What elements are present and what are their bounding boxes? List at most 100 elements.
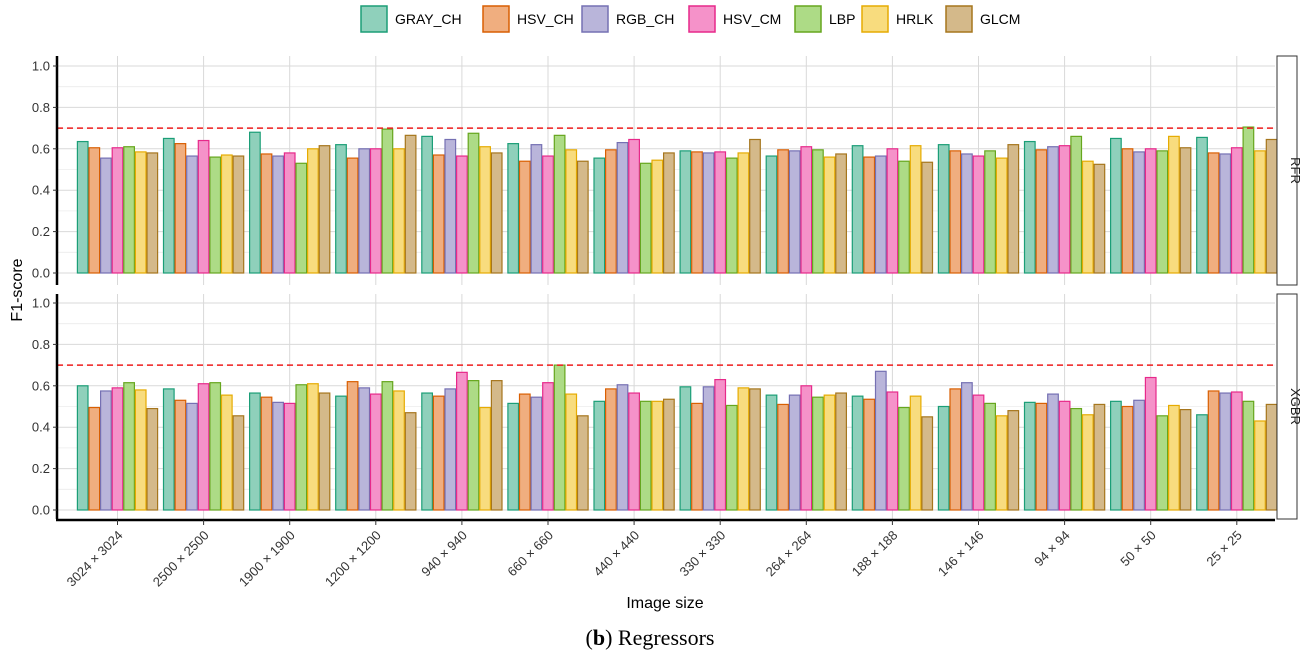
bar-rfr-lbp xyxy=(209,156,222,274)
y-tick-label: 1.0 xyxy=(32,296,50,311)
bar-rfr-hrlk xyxy=(565,149,578,274)
bar-xgbr-hsv_ch xyxy=(174,399,187,511)
legend-label-glcm: GLCM xyxy=(980,11,1020,27)
bar-rfr-lbp xyxy=(123,146,136,274)
bar-xgbr-hsv_cm xyxy=(197,383,210,511)
bar-rfr-hsv_ch xyxy=(1035,149,1048,274)
bar-rfr-hsv_cm xyxy=(886,148,899,274)
bar-xgbr-lbp xyxy=(1242,400,1255,511)
panel-rfr: 0.0 0.2 0.4 0.6 0.8 1.0 RFR xyxy=(32,55,1303,286)
bar-xgbr-gray_ch xyxy=(162,388,175,511)
bar-rfr-hrlk xyxy=(479,146,491,274)
bar-xgbr-gray_ch xyxy=(679,386,692,511)
bar-rfr-hsv_cm xyxy=(542,155,554,274)
bar-rfr-gray_ch xyxy=(1023,140,1036,274)
bar-rfr-rgb_ch xyxy=(702,152,715,274)
facet-strip-rfr xyxy=(1276,55,1298,286)
bar-xgbr-hrlk xyxy=(1167,404,1180,511)
bar-xgbr-lbp xyxy=(381,381,394,511)
bar-xgbr-gray_ch xyxy=(593,400,606,511)
bar-xgbr-hrlk xyxy=(479,406,491,511)
y-tick-label: 0.6 xyxy=(32,141,50,156)
bar-xgbr-hsv_ch xyxy=(432,395,445,511)
bar-rfr-rgb_ch xyxy=(444,138,457,274)
bar-xgbr-lbp xyxy=(209,382,222,511)
bar-rfr-lbp xyxy=(381,128,394,274)
bar-xgbr-glcm xyxy=(232,415,245,511)
bar-rfr-hsv_cm xyxy=(628,138,640,274)
bar-rfr-hsv_ch xyxy=(88,147,101,274)
bar-xgbr-hrlk xyxy=(823,394,836,511)
bar-xgbr-lbp xyxy=(898,406,910,511)
bar-xgbr-hsv_ch xyxy=(346,381,359,511)
bar-xgbr-rgb_ch xyxy=(874,370,887,511)
bar-rfr-hrlk xyxy=(1081,160,1094,274)
bar-xgbr-hsv_cm xyxy=(456,371,468,511)
bar-xgbr-glcm xyxy=(404,412,417,511)
bar-xgbr-rgb_ch xyxy=(272,401,284,511)
bar-rfr-hsv_cm xyxy=(1058,145,1071,274)
y-tick-label: 0.4 xyxy=(32,183,50,198)
x-tick-label: 1900 × 1900 xyxy=(236,528,298,590)
x-tick-label: 188 × 188 xyxy=(849,528,901,580)
bar-xgbr-lbp xyxy=(1070,407,1083,511)
bar-xgbr-gray_ch xyxy=(249,392,261,511)
bar-rfr-glcm xyxy=(1179,147,1192,274)
caption-text: ) Regressors xyxy=(605,625,714,650)
bar-rfr-glcm xyxy=(232,155,245,274)
bar-xgbr-hsv_ch xyxy=(518,393,531,511)
bar-xgbr-glcm xyxy=(662,398,675,511)
bar-xgbr-hsv_cm xyxy=(111,387,124,511)
bar-rfr-hrlk xyxy=(995,157,1008,274)
bar-xgbr-rgb_ch xyxy=(99,390,112,511)
bar-xgbr-lbp xyxy=(639,400,652,511)
bar-xgbr-hsv_ch xyxy=(1207,390,1220,511)
bar-rfr-rgb_ch xyxy=(530,144,543,274)
bar-rfr-lbp xyxy=(467,132,480,274)
bar-xgbr-hsv_cm xyxy=(542,382,554,511)
bar-rfr-rgb_ch xyxy=(960,153,973,274)
bar-xgbr-glcm xyxy=(835,392,847,511)
bar-rfr-glcm xyxy=(749,138,761,274)
bar-rfr-hrlk xyxy=(737,152,750,274)
legend-swatch-hsv_cm xyxy=(688,5,716,33)
bar-rfr-hsv_ch xyxy=(518,160,531,274)
bar-xgbr-gray_ch xyxy=(1023,401,1036,511)
bar-xgbr-rgb_ch xyxy=(702,386,715,511)
bar-rfr-glcm xyxy=(1007,144,1020,274)
bar-rfr-hsv_cm xyxy=(197,139,210,274)
legend-swatch-rgb_ch xyxy=(581,5,609,33)
bar-rfr-rgb_ch xyxy=(1219,153,1232,274)
bar-xgbr-rgb_ch xyxy=(1133,399,1146,511)
bar-rfr-lbp xyxy=(898,160,910,274)
bar-rfr-hsv_ch xyxy=(863,156,876,274)
bar-rfr-lbp xyxy=(984,150,996,274)
legend-swatch-hsv_ch xyxy=(482,5,510,33)
bar-rfr-gray_ch xyxy=(162,137,175,274)
bar-rfr-hsv_ch xyxy=(777,149,789,274)
bar-rfr-lbp xyxy=(553,134,566,274)
bar-xgbr-hsv_ch xyxy=(1121,405,1134,511)
x-tick-label: 2500 × 2500 xyxy=(150,528,212,590)
bar-rfr-hsv_ch xyxy=(260,153,273,274)
bar-rfr-hrlk xyxy=(134,151,147,274)
x-tick-label: 1200 × 1200 xyxy=(322,528,384,590)
bar-rfr-lbp xyxy=(295,162,308,274)
bar-xgbr-rgb_ch xyxy=(616,384,629,511)
y-tick-label: 0.0 xyxy=(32,503,50,518)
bar-xgbr-glcm xyxy=(749,388,761,511)
bar-xgbr-hsv_cm xyxy=(714,378,727,511)
bar-xgbr-lbp xyxy=(811,396,824,511)
bar-xgbr-gray_ch xyxy=(1109,400,1122,511)
bar-rfr-lbp xyxy=(1242,126,1255,274)
bar-rfr-hsv_cm xyxy=(369,148,382,274)
bar-rfr-lbp xyxy=(725,157,738,274)
bar-rfr-glcm xyxy=(404,134,417,274)
bar-xgbr-glcm xyxy=(576,415,589,511)
x-tick-label: 94 × 94 xyxy=(1031,528,1073,570)
bar-xgbr-lbp xyxy=(295,384,308,511)
bars-rfr xyxy=(76,126,1278,274)
bar-rfr-gray_ch xyxy=(593,157,606,274)
bar-xgbr-rgb_ch xyxy=(444,388,457,511)
bar-xgbr-lbp xyxy=(123,382,136,511)
